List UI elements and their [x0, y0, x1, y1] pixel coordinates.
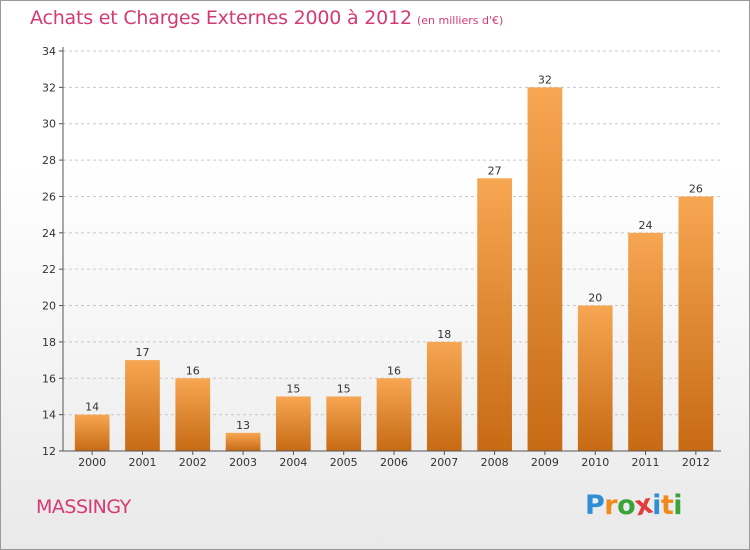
x-tick-label-2001: 2001	[128, 456, 156, 469]
y-tick-label: 18	[42, 336, 56, 349]
y-tick-label: 24	[42, 227, 56, 240]
x-tick-label-2004: 2004	[279, 456, 307, 469]
x-tick-label-2002: 2002	[179, 456, 207, 469]
y-tick-label: 12	[42, 445, 56, 458]
x-tick-label-2007: 2007	[430, 456, 458, 469]
y-tick-label: 30	[42, 118, 56, 131]
value-label-2002: 16	[186, 364, 200, 377]
chart-subtitle: (en milliers d'€)	[417, 14, 504, 27]
value-label-2007: 18	[437, 328, 451, 341]
x-tick-label-2012: 2012	[682, 456, 710, 469]
value-label-2006: 16	[387, 364, 401, 377]
x-tick-label-2009: 2009	[531, 456, 559, 469]
y-tick-label: 26	[42, 190, 56, 203]
x-tick-label-2000: 2000	[78, 456, 106, 469]
labels: 12 14 16 18 20 22 24 26 28 30 32 34 2000 14 2001 17 2002…	[42, 45, 710, 469]
value-label-2012: 26	[689, 182, 703, 195]
y-tick-label: 14	[42, 409, 56, 422]
commune-name: MASSINGY	[36, 496, 131, 518]
y-tick-label: 20	[42, 300, 56, 313]
logo-letter: o	[617, 490, 636, 521]
y-tick-label: 16	[42, 372, 56, 385]
y-tick-label: 34	[42, 45, 56, 58]
x-tick-label-2011: 2011	[632, 456, 660, 469]
x-tick-label-2008: 2008	[481, 456, 509, 469]
value-label-2008: 27	[488, 164, 502, 177]
bar-2011	[628, 232, 663, 451]
bars	[74, 87, 714, 452]
value-label-2011: 24	[639, 219, 653, 232]
value-label-2005: 15	[337, 382, 351, 395]
logo-letter: P	[585, 490, 605, 521]
logo-letter: i	[652, 490, 661, 521]
x-tick-label-2003: 2003	[229, 456, 257, 469]
bar-2001	[125, 360, 160, 451]
axes	[59, 47, 721, 455]
bar-2012	[678, 196, 714, 451]
value-label-2000: 14	[85, 401, 99, 414]
value-label-2004: 15	[286, 382, 300, 395]
chart-title: Achats et Charges Externes 2000 à 2012	[30, 7, 412, 29]
bar-2005	[326, 396, 362, 451]
x-tick-label-2006: 2006	[380, 456, 408, 469]
value-label-2003: 13	[236, 419, 250, 432]
bar-2003	[225, 432, 261, 451]
value-label-2001: 17	[135, 346, 149, 359]
bar-2008	[477, 178, 512, 452]
x-tick-label-2010: 2010	[581, 456, 609, 469]
bar-2006	[376, 378, 412, 451]
x-tick-label-2005: 2005	[330, 456, 358, 469]
logo-letter: t	[660, 490, 674, 521]
y-tick-label: 28	[42, 154, 56, 167]
bar-2002	[175, 378, 211, 451]
logo-letter: i	[673, 490, 683, 521]
grid-lines	[63, 50, 721, 416]
value-label-2010: 20	[588, 292, 602, 305]
proxiti-logo: Proxiti	[585, 489, 683, 523]
y-tick-label: 22	[42, 263, 56, 276]
logo-letter: r	[604, 490, 618, 521]
bar-2007	[426, 341, 462, 451]
bar-2000	[74, 414, 110, 451]
value-label-2009: 32	[538, 73, 552, 86]
bar-2010	[577, 305, 613, 451]
bar-2009	[527, 87, 563, 451]
bar-2004	[276, 396, 311, 451]
y-tick-label: 32	[42, 81, 56, 94]
